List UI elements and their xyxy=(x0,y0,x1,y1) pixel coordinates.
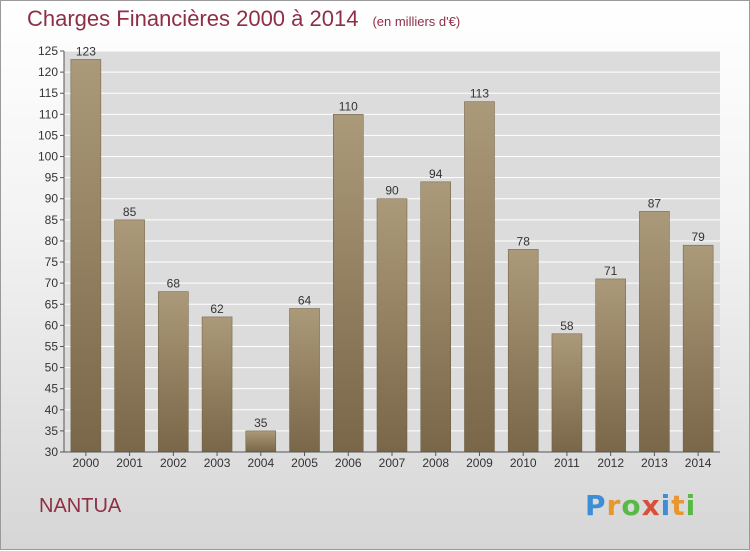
y-tick-label: 50 xyxy=(45,361,59,375)
y-tick-label: 115 xyxy=(39,86,58,100)
data-label: 62 xyxy=(210,302,224,316)
y-tick-label: 125 xyxy=(38,44,58,58)
bar xyxy=(376,198,408,453)
bars xyxy=(70,59,714,453)
x-tick-label: 2014 xyxy=(685,456,712,470)
y-tick-label: 60 xyxy=(45,318,59,332)
data-label: 85 xyxy=(123,205,137,219)
bar xyxy=(639,211,670,453)
y-tick-label: 45 xyxy=(45,382,59,396)
data-label: 110 xyxy=(339,99,358,113)
data-label: 113 xyxy=(470,87,489,101)
y-tick-label: 110 xyxy=(39,107,58,121)
bar xyxy=(114,219,145,453)
y-tick-label: 120 xyxy=(38,65,58,79)
data-labels: 123 85 68 62 35 64 110 90 94 113 78 58 71 87 79 xyxy=(76,44,705,429)
y-tick-label: 100 xyxy=(38,150,58,164)
y-tick-labels: 30 35 40 45 50 55 60 65 70 75 80 85 90 95 100 105 110 115… xyxy=(38,44,58,459)
y-tick-label: 70 xyxy=(45,276,59,290)
bar xyxy=(70,59,102,453)
data-label: 68 xyxy=(167,277,181,291)
bar xyxy=(464,101,495,453)
y-tick-label: 40 xyxy=(45,403,59,417)
x-tick-label: 2002 xyxy=(160,456,187,470)
bar xyxy=(201,316,233,453)
x-tick-label: 2005 xyxy=(291,456,318,470)
x-tick-label: 2000 xyxy=(73,456,100,470)
y-tick-label: 65 xyxy=(45,297,59,311)
x-tick-label: 2010 xyxy=(510,456,537,470)
bar xyxy=(158,291,189,453)
data-label: 90 xyxy=(385,184,399,198)
y-tick-label: 30 xyxy=(45,445,59,459)
title-unit: (en milliers d'€) xyxy=(372,14,461,29)
y-tick-label: 80 xyxy=(45,234,59,248)
x-tick-label: 2012 xyxy=(597,456,624,470)
data-label: 58 xyxy=(560,319,574,333)
y-tick-label: 35 xyxy=(45,424,59,438)
x-tick-labels: 2000 2001 2002 2003 2004 2005 2006 2007 2008 2009… xyxy=(73,456,712,470)
data-label: 87 xyxy=(648,196,662,210)
bar xyxy=(333,114,364,453)
proxiti-logo: Proxiti xyxy=(585,489,697,522)
data-label: 94 xyxy=(429,167,443,181)
x-tick-label: 2003 xyxy=(204,456,231,470)
x-tick-label: 2009 xyxy=(466,456,493,470)
x-tick-label: 2001 xyxy=(116,456,143,470)
x-tick-label: 2007 xyxy=(379,456,406,470)
bar xyxy=(682,244,714,453)
bar xyxy=(595,278,626,453)
bar xyxy=(420,181,451,453)
data-label: 123 xyxy=(76,44,96,58)
x-tick-label: 2008 xyxy=(422,456,449,470)
y-tick-label: 55 xyxy=(45,339,59,353)
x-tick-label: 2006 xyxy=(335,456,362,470)
y-tick-label: 90 xyxy=(45,192,59,206)
y-tick-label: 95 xyxy=(45,171,59,185)
data-label: 35 xyxy=(254,416,268,430)
place-name: NANTUA xyxy=(39,495,122,517)
axes xyxy=(63,51,720,456)
data-label: 78 xyxy=(517,234,531,248)
bar xyxy=(245,430,277,453)
data-label: 64 xyxy=(298,293,312,307)
data-label: 79 xyxy=(691,230,705,244)
bar xyxy=(551,333,583,453)
bar xyxy=(507,249,539,453)
y-tick-label: 75 xyxy=(45,255,59,269)
x-tick-label: 2013 xyxy=(641,456,668,470)
y-tick-label: 85 xyxy=(45,213,59,227)
y-tick-label: 105 xyxy=(38,128,58,142)
data-label: 71 xyxy=(604,264,618,278)
x-tick-label: 2004 xyxy=(247,456,274,470)
title-text: Charges Financières 2000 à 2014 xyxy=(27,6,359,31)
x-tick-label: 2011 xyxy=(554,456,580,470)
chart-title: Charges Financières 2000 à 2014 (en milli… xyxy=(27,6,460,32)
bar xyxy=(289,308,320,453)
